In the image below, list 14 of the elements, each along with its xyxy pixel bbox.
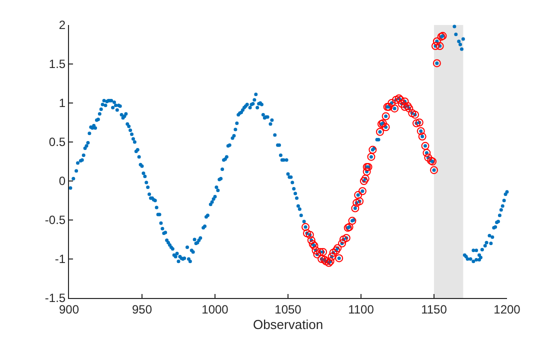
y-tick-label: 0 — [58, 174, 66, 188]
y-tick-label: -1 — [54, 252, 66, 266]
x-tick-label: 950 — [132, 302, 152, 316]
x-axis-title: Observation — [252, 317, 324, 332]
x-tick-label: 1050 — [274, 302, 302, 316]
y-tick-label: 1 — [58, 96, 66, 110]
y-tick-label: 0.5 — [48, 135, 66, 150]
y-tick-label: 1.5 — [48, 57, 66, 72]
x-tick-label: 1100 — [348, 302, 374, 316]
x-tick-label: 1000 — [202, 302, 229, 316]
x-tick-label: 1150 — [421, 302, 448, 316]
y-tick-label: 2 — [58, 18, 66, 32]
y-tick-label: -0.5 — [44, 213, 66, 228]
x-tick-label: 1200 — [494, 302, 521, 316]
